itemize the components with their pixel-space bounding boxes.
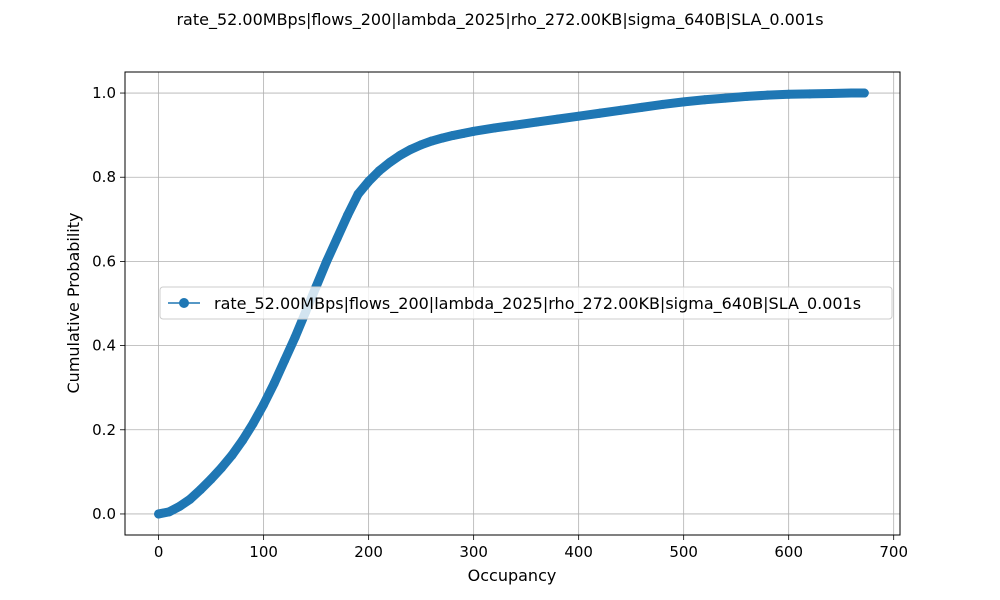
x-tick-label: 500 — [669, 543, 698, 561]
y-axis-label: Cumulative Probability — [64, 213, 83, 394]
data-point — [196, 485, 206, 495]
data-point — [217, 463, 227, 473]
data-point — [437, 133, 447, 143]
data-point — [164, 507, 174, 517]
data-point — [458, 128, 468, 138]
data-point — [206, 474, 216, 484]
data-point — [859, 88, 869, 98]
data-point — [721, 93, 731, 103]
data-point — [826, 88, 836, 98]
data-point — [679, 97, 689, 107]
y-tick-label: 0.8 — [92, 168, 116, 186]
x-tick-label: 400 — [564, 543, 593, 561]
x-axis-label: Occupancy — [468, 566, 557, 585]
axis-ticks: 0 100 200 300 400 500 600 700 0.0 0.2 0.4 0.6 0.8 1.0 — [92, 84, 908, 561]
data-point — [742, 91, 752, 101]
data-point — [280, 355, 290, 365]
y-tick-label: 0.2 — [92, 421, 116, 439]
y-tick-label: 1.0 — [92, 84, 116, 102]
x-tick-label: 300 — [459, 543, 488, 561]
x-tick-label: 700 — [879, 543, 908, 561]
data-point — [238, 435, 248, 445]
x-tick-label: 200 — [354, 543, 383, 561]
x-tick-label: 600 — [774, 543, 803, 561]
data-point — [574, 111, 584, 121]
y-tick-label: 0.6 — [92, 252, 116, 270]
y-tick-label: 0.4 — [92, 337, 116, 355]
legend-box — [159, 286, 893, 320]
data-point — [185, 494, 195, 504]
chart-title: rate_52.00MBps|flows_200|lambda_2025|rho… — [176, 10, 823, 30]
x-tick-label: 100 — [249, 543, 278, 561]
data-point — [406, 144, 416, 154]
data-point — [805, 89, 815, 99]
data-point — [154, 509, 164, 519]
legend-label: rate_52.00MBps|flows_200|lambda_2025|rho… — [214, 294, 861, 314]
data-point — [364, 176, 374, 186]
data-point — [595, 108, 605, 118]
data-point — [416, 140, 426, 150]
data-point — [353, 189, 363, 199]
data-point — [322, 256, 332, 266]
data-point — [248, 418, 258, 428]
data-point — [511, 120, 521, 130]
data-point — [763, 90, 773, 100]
data-point — [259, 400, 269, 410]
data-point — [469, 126, 479, 136]
data-point — [700, 95, 710, 105]
x-tick-label: 0 — [154, 543, 164, 561]
y-tick-label: 0.0 — [92, 505, 116, 523]
data-point — [374, 166, 384, 176]
data-point — [385, 157, 395, 167]
data-point — [616, 105, 626, 115]
data-point — [395, 150, 405, 160]
data-point — [343, 210, 353, 220]
data-point — [332, 233, 342, 243]
data-point — [175, 501, 185, 511]
data-point — [532, 117, 542, 127]
data-point — [269, 378, 279, 388]
data-point — [637, 102, 647, 112]
data-point — [448, 131, 458, 141]
data-point — [553, 114, 563, 124]
data-point — [847, 88, 857, 98]
data-point — [290, 332, 300, 342]
data-point — [658, 99, 668, 109]
plot-frame — [124, 71, 901, 536]
data-point — [227, 450, 237, 460]
legend: rate_52.00MBps|flows_200|lambda_2025|rho… — [159, 286, 893, 320]
legend-marker — [179, 298, 189, 308]
data-point — [490, 123, 500, 133]
data-point — [784, 89, 794, 99]
data-point — [427, 136, 437, 146]
